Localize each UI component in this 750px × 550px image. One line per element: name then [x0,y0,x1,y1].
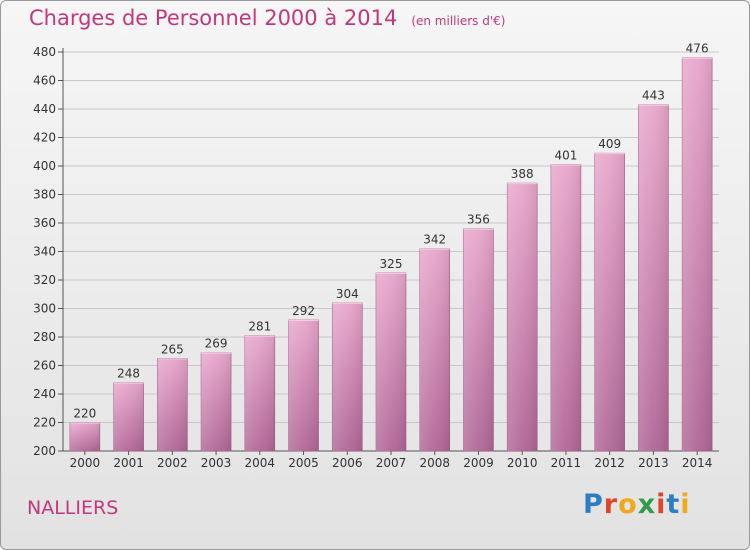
labels-layer: 200 220 240 260 280 300 320 340 360 380 400 420 440 4… [33,42,712,470]
y-tick-label: 420 [33,131,56,145]
x-tick-label: 2000 [70,456,101,470]
data-label: 292 [292,304,315,318]
x-tick-label: 2002 [157,456,188,470]
data-label: 281 [248,320,271,334]
data-label: 388 [511,167,534,181]
chart-title-text: Charges de Personnel 2000 à 2014 [29,6,398,30]
bar-shine-2001 [113,382,144,451]
logo-letter: P [583,489,604,520]
y-tick-label: 300 [33,302,56,316]
bar-shine-2006 [332,302,363,451]
x-tick-label: 2010 [507,456,538,470]
y-tick-label: 460 [33,74,56,88]
x-tick-label: 2003 [201,456,232,470]
x-tick-label: 2008 [419,456,450,470]
x-tick-label: 2011 [551,456,582,470]
chart-unit-note: (en milliers d'€) [411,14,506,28]
bar-shine-2004 [244,335,275,451]
y-tick-label: 480 [33,45,56,59]
logo-letter: i [656,489,667,520]
bar-shine-2005 [288,319,319,451]
y-tick-label: 220 [33,416,56,430]
bar-shine-2009 [463,228,494,451]
proxiti-logo: Proxiti [583,489,691,520]
logo-letter: i [680,489,691,520]
commune-name: NALLIERS [27,497,119,519]
bar-shine-2000 [69,422,100,451]
data-label: 342 [423,233,446,247]
y-tick-label: 260 [33,359,56,373]
x-tick-label: 2009 [463,456,494,470]
y-tick-label: 320 [33,273,56,287]
logo-letter: o [618,489,638,520]
bar-shine-2012 [594,153,625,452]
logo-letter: t [666,489,681,520]
logo-letter: x [637,489,657,520]
bar-shine-2010 [507,183,538,451]
bar-shine-2007 [376,272,406,451]
y-tick-label: 400 [33,159,56,173]
data-label: 248 [117,367,140,381]
y-tick-label: 240 [33,387,56,401]
bar-shine-2013 [638,104,669,451]
data-label: 220 [73,407,96,421]
y-tick-label: 380 [33,188,56,202]
x-tick-label: 2007 [376,456,407,470]
data-label: 476 [686,42,709,56]
data-label: 443 [642,89,665,103]
x-tick-label: 2006 [332,456,363,470]
y-tick-label: 340 [33,245,56,259]
bar-shine-2008 [419,248,450,451]
x-tick-label: 2012 [594,456,625,470]
y-tick-label: 280 [33,330,56,344]
data-label: 401 [554,149,577,163]
x-tick-label: 2004 [245,456,276,470]
y-tick-label: 200 [33,444,56,458]
x-tick-label: 2014 [682,456,713,470]
data-label: 304 [336,287,359,301]
bar-shine-2014 [682,57,713,451]
x-tick-label: 2013 [638,456,669,470]
logo-letter: r [603,489,619,520]
bars-layer [69,57,713,452]
y-tick-label: 440 [33,102,56,116]
data-label: 269 [205,337,228,351]
data-label: 265 [161,342,184,356]
bar-shine-2002 [157,358,188,451]
bar-shine-2003 [201,352,232,451]
x-tick-label: 2005 [288,456,319,470]
data-label: 409 [598,137,621,151]
bar-shine-2011 [550,164,581,451]
chart-title: Charges de Personnel 2000 à 2014 (en mill… [29,6,505,30]
y-tick-label: 360 [33,216,56,230]
x-tick-label: 2001 [113,456,144,470]
data-label: 325 [380,257,403,271]
data-label: 356 [467,213,490,227]
